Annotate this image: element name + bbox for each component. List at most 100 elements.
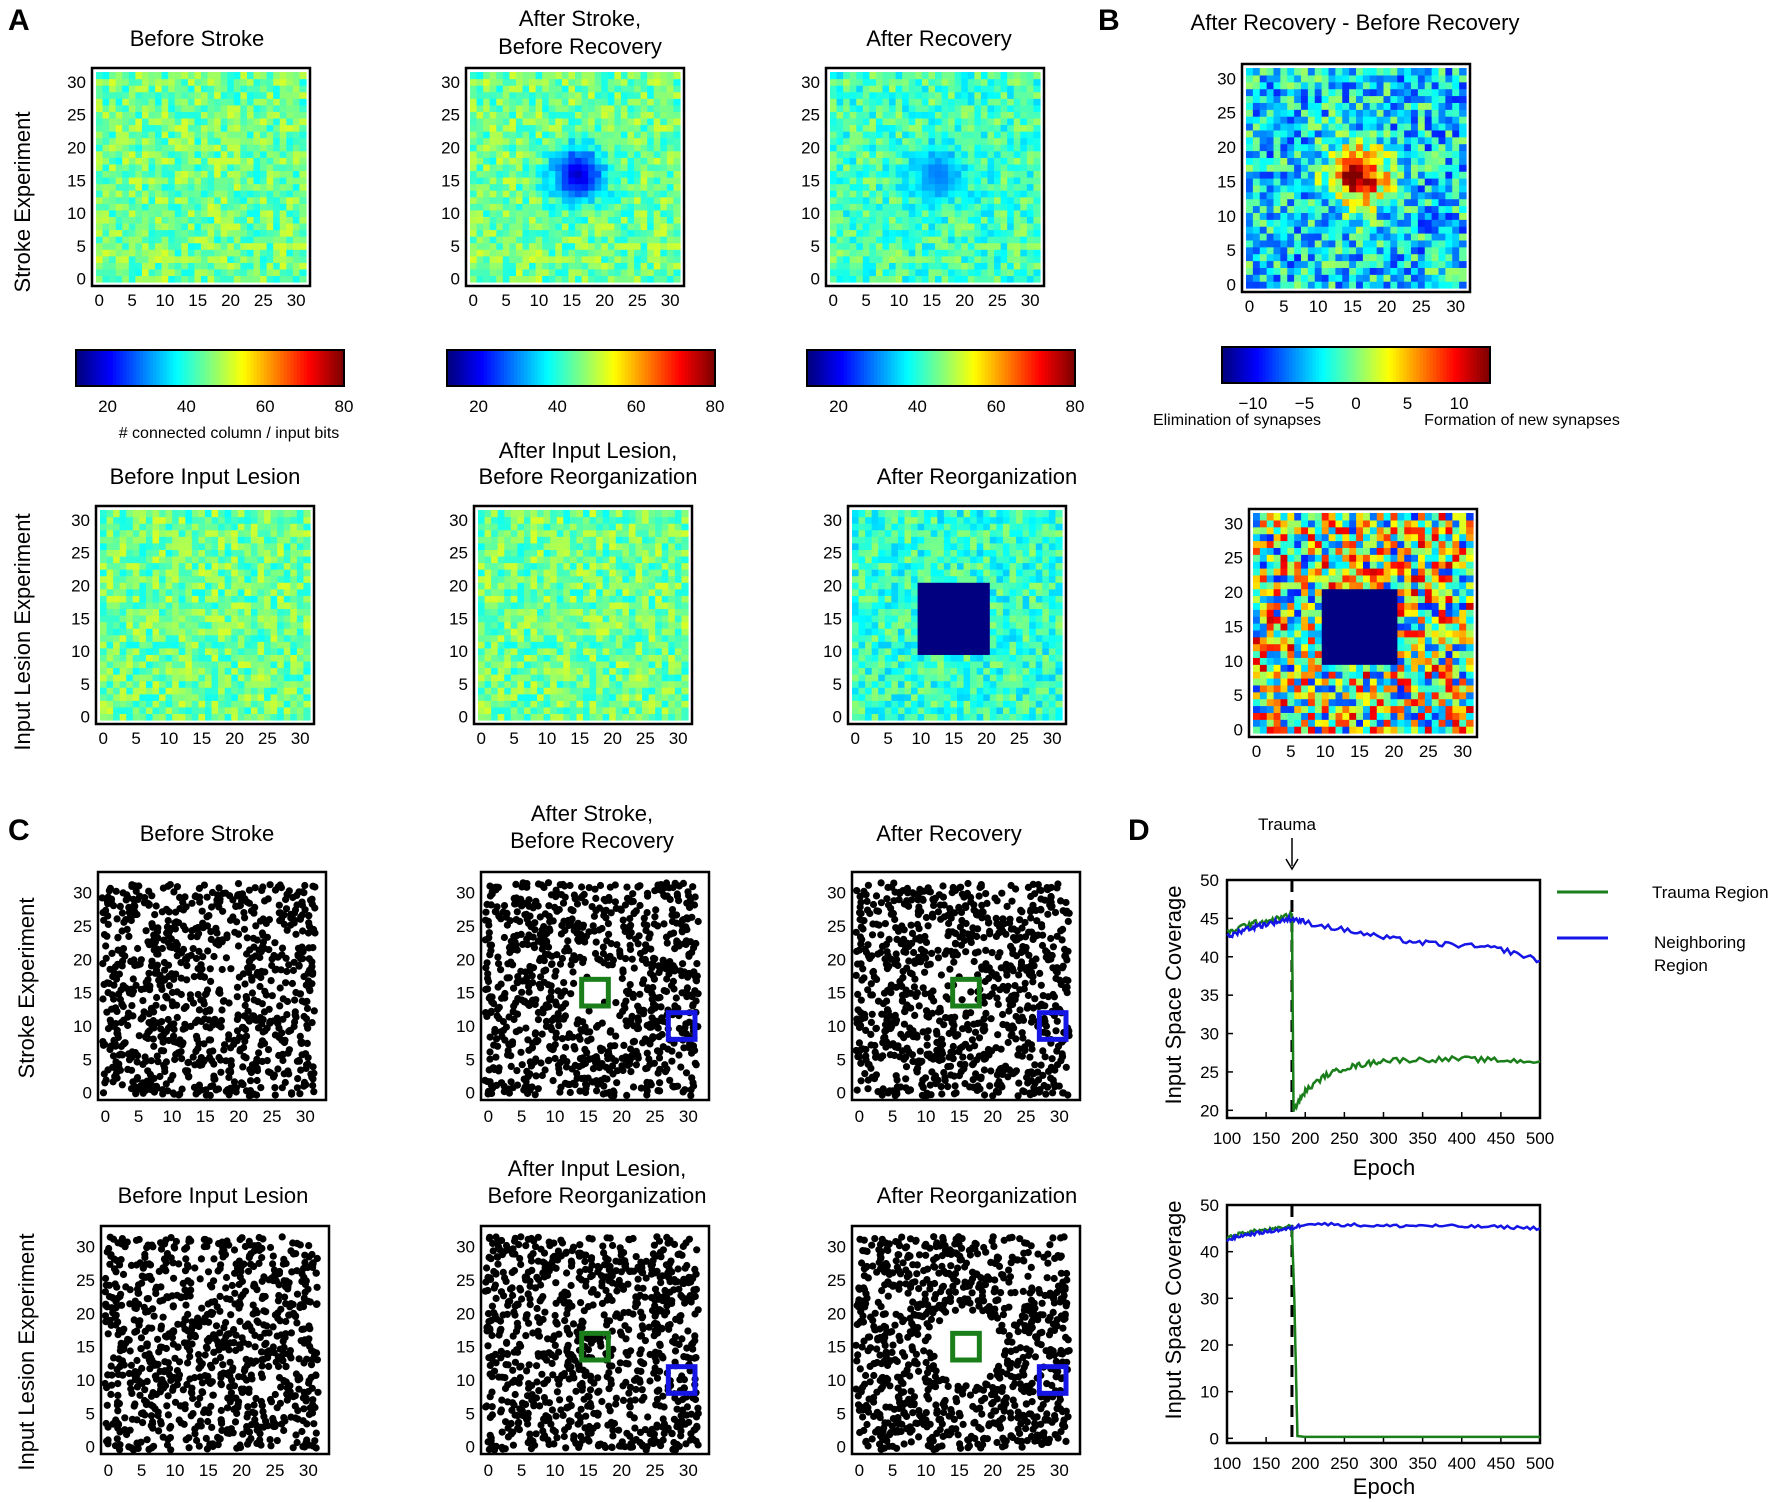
heatmap-cell	[484, 562, 492, 570]
heatmap-cell	[843, 249, 851, 257]
heatmap-cell	[548, 91, 556, 99]
heatmap-cell	[583, 608, 591, 616]
heatmap-cell	[673, 222, 681, 231]
heatmap-cell	[246, 196, 255, 204]
heatmap-cell	[640, 72, 648, 80]
heatmap-cell	[185, 706, 193, 715]
heatmap-cell	[980, 262, 989, 270]
heatmap-cell	[290, 523, 298, 531]
heatmap-cell	[928, 157, 936, 165]
heatmap-cell	[615, 667, 623, 675]
heatmap-cell	[1007, 78, 1015, 86]
heatmap-cell	[594, 190, 602, 198]
heatmap-cell	[260, 144, 268, 152]
heatmap-cell	[489, 170, 497, 178]
heatmap-cell	[132, 575, 140, 583]
heatmap-cell	[523, 641, 532, 649]
heatmap-cell	[237, 667, 245, 675]
heatmap-cell	[1020, 91, 1028, 99]
heatmap-cell	[299, 124, 307, 132]
heatmap-cell	[856, 236, 864, 244]
heatmap-cell	[609, 549, 617, 557]
heatmap-cell	[250, 608, 259, 616]
heatmap-cell	[555, 249, 563, 257]
heatmap-cell	[135, 190, 143, 198]
heatmap-after-recovery-ytick: 20	[801, 138, 820, 157]
heatmap-cell	[537, 687, 545, 695]
heatmap-cell	[231, 516, 239, 524]
heatmap-cell	[961, 150, 969, 158]
trauma-annotation: Trauma	[1258, 815, 1316, 834]
heatmap-cell	[128, 268, 136, 277]
heatmap-cell	[535, 72, 543, 80]
heatmap-cell	[253, 72, 261, 80]
heatmap-cell	[515, 72, 524, 80]
heatmap-cell	[299, 85, 307, 93]
heatmap-cell	[303, 667, 311, 675]
heatmap-cell	[849, 268, 857, 277]
heatmap-cell	[161, 236, 169, 244]
heatmap-cell	[589, 549, 597, 557]
heatmap-cell	[246, 91, 255, 99]
heatmap-cell	[1026, 117, 1035, 126]
heatmap-cell	[141, 98, 150, 106]
heatmap-cell	[233, 104, 241, 112]
heatmap-cell	[509, 190, 517, 198]
heatmap-cell	[517, 582, 525, 590]
heatmap-cell	[253, 91, 261, 99]
heatmap-cell	[218, 693, 226, 701]
heatmap-cell	[198, 523, 206, 531]
heatmap-before-lesion-xtick: 0	[99, 729, 108, 748]
heatmap-cell	[902, 216, 910, 224]
heatmap-cell	[607, 209, 615, 217]
heatmap-cell	[502, 275, 510, 283]
heatmap-cell	[205, 621, 213, 629]
heatmap-cell	[489, 190, 497, 198]
heatmap-cell	[233, 209, 241, 217]
heatmap-cell	[266, 117, 274, 126]
heatmap-cell	[484, 700, 492, 708]
heatmap-cell	[647, 222, 655, 231]
heatmap-cell	[126, 542, 134, 550]
heatmap-cell	[569, 562, 578, 570]
heatmap-cell	[550, 562, 558, 570]
heatmap-cell	[550, 608, 558, 616]
heatmap-cell	[205, 687, 213, 695]
heatmap-cell	[653, 249, 661, 257]
heatmap-cell	[502, 268, 510, 277]
heatmap-cell	[836, 104, 844, 112]
heatmap-cell	[548, 229, 556, 237]
heatmap-cell	[1026, 150, 1035, 158]
heatmap-cell	[185, 555, 193, 564]
heatmap-cell	[299, 262, 307, 270]
heatmap-cell	[211, 621, 219, 629]
heatmap-cell	[620, 249, 629, 257]
heatmap-cell	[502, 190, 510, 198]
heatmap-cell	[286, 262, 294, 270]
heatmap-cell	[132, 510, 140, 518]
ylabel-d-stroke: Input Space Coverage	[1161, 886, 1186, 1105]
heatmap-cell	[279, 209, 287, 217]
heatmap-cell	[994, 222, 1002, 231]
heatmap-cell	[849, 157, 857, 165]
heatmap-cell	[231, 549, 239, 557]
heatmap-cell	[218, 542, 226, 550]
heatmap-cell	[921, 222, 930, 231]
heatmap-cell	[634, 249, 642, 257]
heatmap-cell	[145, 713, 154, 721]
heatmap-cell	[1013, 268, 1021, 277]
heatmap-cell	[194, 150, 202, 158]
heatmap-cell	[155, 157, 163, 165]
heatmap-cell	[106, 575, 114, 583]
heatmap-cell	[1013, 144, 1021, 152]
heatmap-cell	[152, 621, 160, 629]
heatmap-cell	[106, 713, 114, 721]
heatmap-cell	[555, 262, 563, 270]
heatmap-cell	[152, 542, 160, 550]
heatmap-cell	[113, 674, 121, 682]
heatmap-cell	[941, 229, 949, 237]
heatmap-cell	[220, 203, 228, 211]
heatmap-cell	[543, 595, 551, 603]
heatmap-cell	[194, 78, 202, 86]
heatmap-cell	[122, 104, 130, 112]
